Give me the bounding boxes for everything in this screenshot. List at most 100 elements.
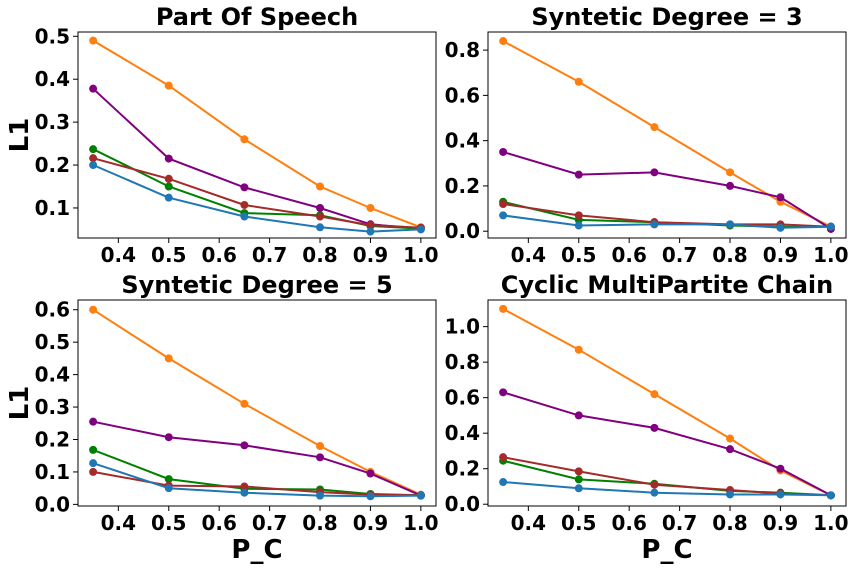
data-point <box>240 399 249 408</box>
data-point <box>240 135 249 144</box>
y-tick-label: 1.0 <box>445 315 480 339</box>
plot-frame <box>487 31 847 239</box>
series-line <box>92 148 421 230</box>
data-point <box>89 305 98 314</box>
series-line <box>502 391 832 497</box>
x-tick-label: 0.6 <box>201 243 236 267</box>
data-point <box>366 492 375 501</box>
data-point <box>776 490 785 499</box>
data-point <box>164 174 173 183</box>
data-point <box>499 304 508 313</box>
y-tick-label: 0.3 <box>35 395 70 419</box>
x-tick-label: 0.9 <box>353 243 388 267</box>
data-point <box>726 490 735 499</box>
data-point <box>499 388 508 397</box>
data-point <box>499 37 508 46</box>
y-tick-label: 0.6 <box>445 83 480 107</box>
x-tick-label: 0.9 <box>353 511 388 535</box>
data-point <box>89 445 98 454</box>
data-point <box>574 211 583 220</box>
y-tick-label: 0.1 <box>35 196 70 220</box>
x-tick-label: 0.5 <box>151 243 186 267</box>
data-point <box>240 212 249 221</box>
x-tick-label: 0.9 <box>763 243 798 267</box>
data-point <box>650 123 659 132</box>
data-point <box>164 81 173 90</box>
series-line <box>92 308 422 496</box>
data-point <box>164 182 173 191</box>
data-point <box>826 222 835 231</box>
plot-frame <box>487 299 847 507</box>
x-tick-label: 0.4 <box>511 511 546 535</box>
y-tick-label: 0.2 <box>445 457 480 481</box>
x-tick-label: 0.6 <box>611 511 646 535</box>
y-tick-label: 0.4 <box>35 67 70 91</box>
data-point <box>499 211 508 220</box>
x-tick-label: 0.7 <box>662 243 697 267</box>
x-tick-label: 0.5 <box>151 511 186 535</box>
data-point <box>574 170 583 179</box>
subplot-4: Cyclic MultiPartite Chain 0.4 0.5 0.6 0.7 0.8… <box>445 271 849 565</box>
x-tick-label: 0.8 <box>302 511 337 535</box>
data-point <box>574 467 583 476</box>
data-point <box>316 212 325 221</box>
data-point <box>240 441 249 450</box>
data-point <box>240 482 249 491</box>
x-tick-label: 0.7 <box>252 511 287 535</box>
y-tick-label: 0.2 <box>35 153 70 177</box>
data-point <box>574 345 583 354</box>
data-point <box>89 84 98 93</box>
y-tick-label: 0.5 <box>35 24 70 48</box>
series-line <box>502 214 831 229</box>
data-point <box>499 453 508 462</box>
data-point <box>164 475 173 484</box>
x-tick-label: 0.5 <box>561 243 596 267</box>
x-tick-label: 0.4 <box>511 243 546 267</box>
x-tick-label: 1.0 <box>403 511 438 535</box>
x-tick-label: 0.7 <box>662 511 697 535</box>
y-tick-label: 0.0 <box>445 492 480 516</box>
y-tick-label: 0.1 <box>35 460 70 484</box>
data-point <box>416 491 425 500</box>
data-point <box>366 221 375 230</box>
chart-title: Syntetic Degree = 3 <box>531 3 802 31</box>
y-tick-label: 0.4 <box>445 129 480 153</box>
data-point <box>89 467 98 476</box>
data-point <box>416 225 425 234</box>
data-point <box>164 433 173 442</box>
y-axis-label: L1 <box>5 118 35 153</box>
data-point <box>499 478 508 487</box>
data-point <box>574 77 583 86</box>
y-tick-label: 0.2 <box>35 427 70 451</box>
data-point <box>366 203 375 212</box>
data-point <box>164 484 173 493</box>
data-point <box>726 445 735 454</box>
data-point <box>726 220 735 229</box>
x-tick-label: 0.4 <box>101 511 136 535</box>
data-point <box>726 168 735 177</box>
data-point <box>164 354 173 363</box>
data-point <box>650 220 659 229</box>
data-point <box>826 491 835 500</box>
x-tick-label: 0.4 <box>101 243 136 267</box>
data-point <box>726 434 735 443</box>
y-tick-label: 0.3 <box>35 110 70 134</box>
data-point <box>316 441 325 450</box>
subplot-1: Part Of Speech 0.4 0.5 0.6 0.7 0.8 0.9 1.0 0.1 0.… <box>5 3 439 267</box>
series-line <box>92 39 422 229</box>
y-tick-label: 0.0 <box>445 219 480 243</box>
data-point <box>650 390 659 399</box>
data-point <box>366 469 375 478</box>
data-point <box>89 145 98 154</box>
data-point <box>164 193 173 202</box>
data-point <box>240 488 249 497</box>
x-tick-label: 0.6 <box>611 243 646 267</box>
chart-title: Part Of Speech <box>156 3 358 31</box>
y-tick-label: 0.4 <box>445 421 480 445</box>
data-point <box>726 181 735 190</box>
plot-frame <box>77 299 437 507</box>
data-point <box>574 221 583 230</box>
data-point <box>89 459 98 468</box>
data-point <box>316 182 325 191</box>
